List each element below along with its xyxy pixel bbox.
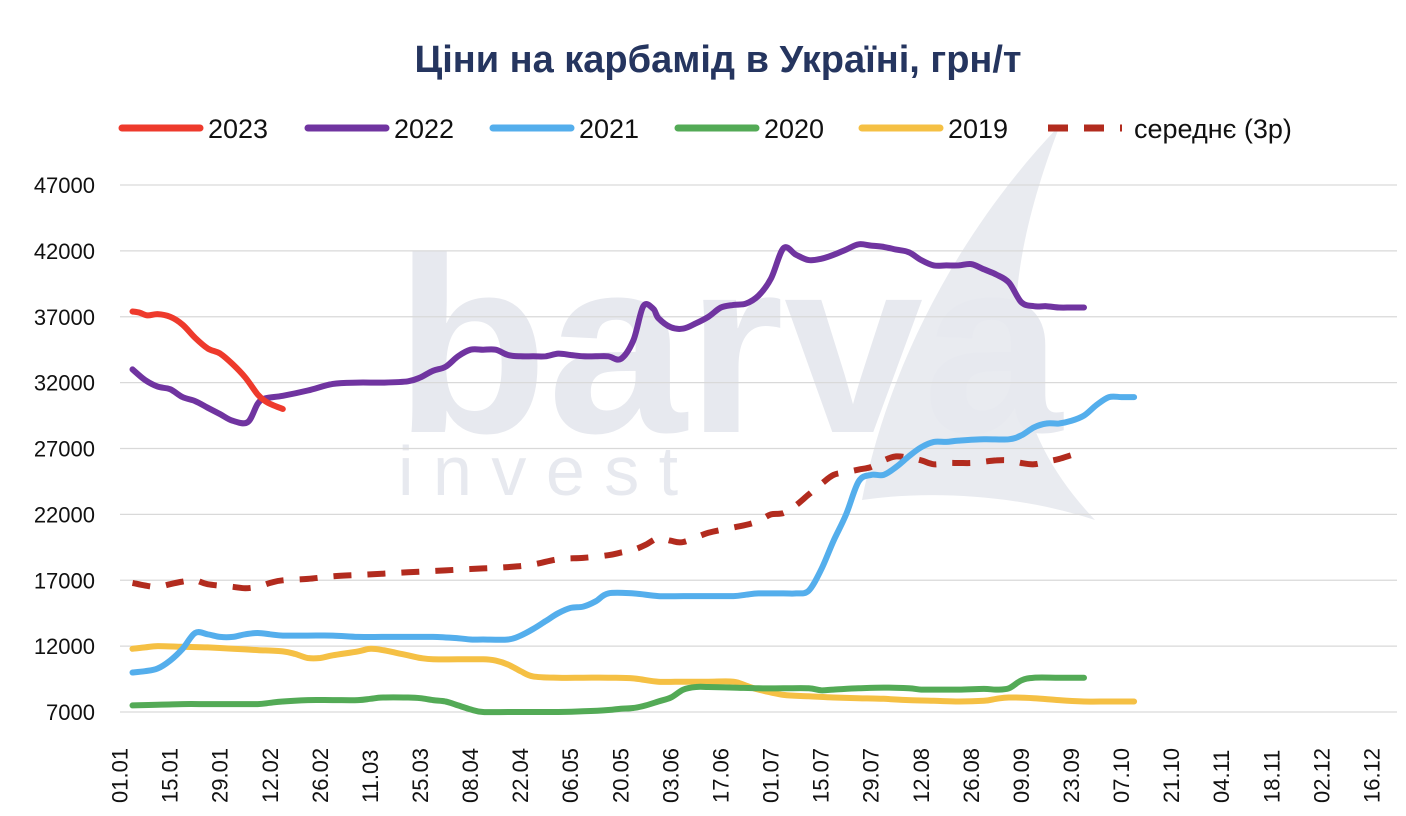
- x-tick-label: 21.10: [1159, 748, 1184, 803]
- x-axis-ticks: 01.01 15.01 29.01 12.02 26.02 11.03 25.03 08.04…: [108, 748, 1385, 803]
- x-tick-label: 09.09: [1009, 748, 1034, 803]
- watermark-invest-text: i n v e s t: [398, 432, 678, 510]
- y-tick-label: 32000: [34, 371, 95, 396]
- legend-label: 2023: [208, 114, 268, 144]
- y-tick-label: 42000: [34, 239, 95, 264]
- x-tick-label: 04.11: [1209, 750, 1234, 803]
- y-tick-label: 12000: [34, 634, 95, 659]
- x-tick-label: 25.03: [408, 748, 433, 803]
- series-line-2021: [129, 393, 1138, 676]
- legend-label: 2019: [948, 114, 1008, 144]
- x-tick-label: 03.06: [658, 748, 683, 803]
- y-tick-label: 7000: [46, 700, 95, 725]
- series-line-2020: [129, 674, 1087, 716]
- series-lines: [129, 241, 1138, 716]
- x-tick-label: 16.12: [1359, 748, 1384, 803]
- y-tick-label: 37000: [34, 305, 95, 330]
- x-tick-label: 01.07: [759, 748, 784, 803]
- series-line-2022: [129, 241, 1087, 427]
- x-tick-label: 07.10: [1109, 748, 1134, 803]
- grid-lines: [120, 184, 1397, 713]
- x-tick-label: 22.04: [508, 748, 533, 803]
- x-tick-label: 11.03: [358, 750, 383, 803]
- x-tick-label: 06.05: [558, 748, 583, 803]
- x-tick-label: 15.07: [809, 748, 834, 803]
- watermark-logo: barva i n v e s t: [395, 125, 1095, 520]
- y-tick-label: 22000: [34, 502, 95, 527]
- series-line-2023: [129, 308, 286, 412]
- x-tick-label: 20.05: [608, 748, 633, 803]
- y-tick-label: 17000: [34, 568, 95, 593]
- y-tick-label: 47000: [34, 173, 95, 198]
- x-tick-label: 26.08: [959, 748, 984, 803]
- x-tick-label: 26.02: [308, 748, 333, 803]
- x-tick-label: 02.12: [1309, 748, 1334, 803]
- x-tick-label: 01.01: [108, 748, 133, 803]
- x-tick-label: 29.01: [208, 748, 233, 803]
- legend-label: 2021: [579, 114, 639, 144]
- x-tick-label: 29.07: [859, 748, 884, 803]
- watermark-sail-shape: [862, 125, 1095, 520]
- x-tick-label: 08.04: [458, 748, 483, 803]
- series-line-2019: [129, 643, 1138, 705]
- x-tick-label: 12.02: [258, 748, 283, 803]
- series-line-середнє-3р-: [131, 452, 1073, 592]
- legend-label: середнє (3р): [1134, 114, 1292, 144]
- x-tick-label: 15.01: [158, 748, 183, 803]
- x-tick-label: 12.08: [909, 748, 934, 803]
- chart-title: Ціни на карбамід в Україні, грн/т: [414, 39, 1021, 81]
- x-tick-label: 18.11: [1259, 750, 1284, 803]
- x-tick-label: 17.06: [708, 748, 733, 803]
- y-axis-ticks: 7000 12000 17000 22000 27000 32000 37000 42000 4…: [34, 173, 95, 725]
- y-tick-label: 27000: [34, 437, 95, 462]
- legend-label: 2020: [764, 114, 824, 144]
- x-tick-label: 23.09: [1059, 748, 1084, 803]
- legend: 2023 2022 2021 2020 2019 середнє (3р): [118, 114, 1292, 144]
- legend-label: 2022: [394, 114, 454, 144]
